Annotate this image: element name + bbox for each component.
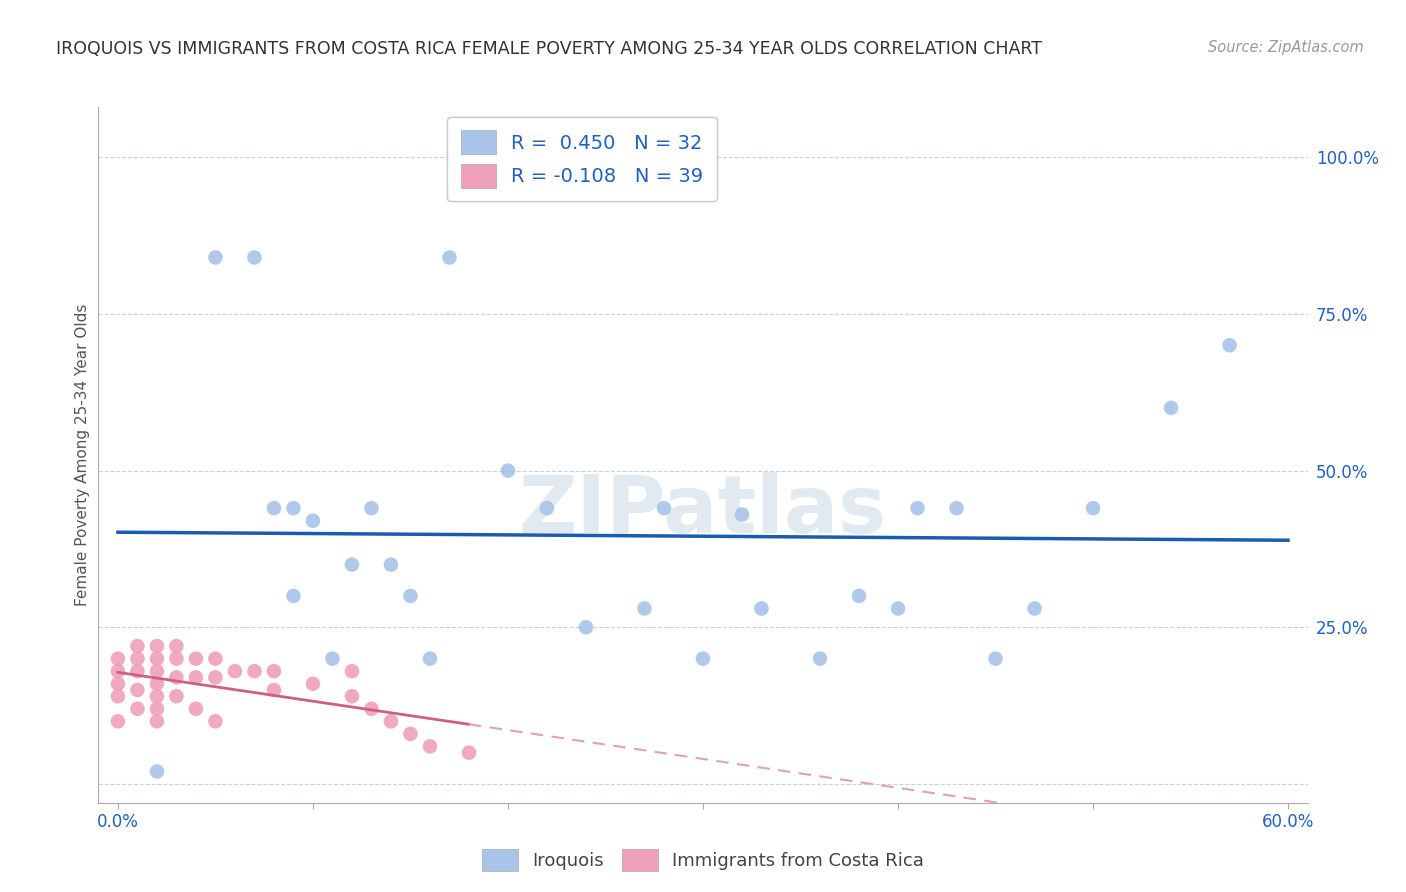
Point (127, 639, 149, 653)
Point (146, 714, 169, 729)
Point (263, 664, 285, 678)
Point (848, 589, 870, 603)
Point (419, 651, 441, 665)
Point (380, 714, 402, 729)
Point (907, 501, 929, 516)
Point (146, 764, 169, 779)
Point (1081, 501, 1104, 516)
Point (399, 589, 422, 603)
Point (945, 501, 967, 516)
Point (731, 508, 754, 522)
Point (283, 501, 305, 516)
Point (204, 651, 226, 665)
Point (263, 683, 285, 698)
Point (165, 670, 187, 684)
Point (1219, 338, 1241, 352)
Point (107, 651, 129, 665)
Point (340, 664, 363, 678)
Point (1160, 401, 1182, 415)
Point (146, 651, 169, 665)
Point (243, 251, 266, 265)
Point (146, 664, 169, 678)
Point (127, 664, 149, 678)
Point (808, 651, 831, 665)
Point (127, 683, 149, 698)
Text: ZIPatlas: ZIPatlas (519, 472, 887, 549)
Point (204, 251, 226, 265)
Point (127, 702, 149, 716)
Point (340, 558, 363, 572)
Point (165, 651, 187, 665)
Point (107, 664, 129, 678)
Point (633, 601, 655, 615)
Point (380, 558, 402, 572)
Point (204, 714, 226, 729)
Point (399, 727, 422, 741)
Point (692, 651, 714, 665)
Text: IROQUOIS VS IMMIGRANTS FROM COSTA RICA FEMALE POVERTY AMONG 25-34 YEAR OLDS CORR: IROQUOIS VS IMMIGRANTS FROM COSTA RICA F… (56, 40, 1042, 58)
Point (127, 651, 149, 665)
Point (302, 676, 325, 690)
Point (107, 690, 129, 704)
Point (146, 676, 169, 690)
Point (184, 702, 207, 716)
Point (107, 714, 129, 729)
Point (107, 676, 129, 690)
Point (887, 601, 910, 615)
Point (146, 702, 169, 716)
Point (360, 702, 382, 716)
Point (536, 501, 558, 516)
Point (224, 664, 246, 678)
Text: Source: ZipAtlas.com: Source: ZipAtlas.com (1208, 40, 1364, 55)
Point (575, 620, 598, 634)
Point (340, 690, 363, 704)
Point (165, 690, 187, 704)
Point (283, 589, 305, 603)
Point (458, 746, 481, 760)
Point (496, 464, 519, 478)
Point (1024, 601, 1046, 615)
Point (204, 670, 226, 684)
Point (652, 501, 675, 516)
Point (360, 501, 382, 516)
Point (302, 514, 325, 528)
Legend: R =  0.450   N = 32, R = -0.108   N = 39: R = 0.450 N = 32, R = -0.108 N = 39 (447, 117, 717, 202)
Point (984, 651, 1007, 665)
Point (263, 501, 285, 516)
Point (184, 651, 207, 665)
Point (146, 639, 169, 653)
Point (165, 639, 187, 653)
Point (243, 664, 266, 678)
Legend: Iroquois, Immigrants from Costa Rica: Iroquois, Immigrants from Costa Rica (474, 842, 932, 879)
Point (184, 670, 207, 684)
Point (321, 651, 343, 665)
Point (751, 601, 773, 615)
Point (146, 690, 169, 704)
Point (419, 739, 441, 754)
Y-axis label: Female Poverty Among 25-34 Year Olds: Female Poverty Among 25-34 Year Olds (75, 304, 90, 606)
Point (439, 251, 461, 265)
